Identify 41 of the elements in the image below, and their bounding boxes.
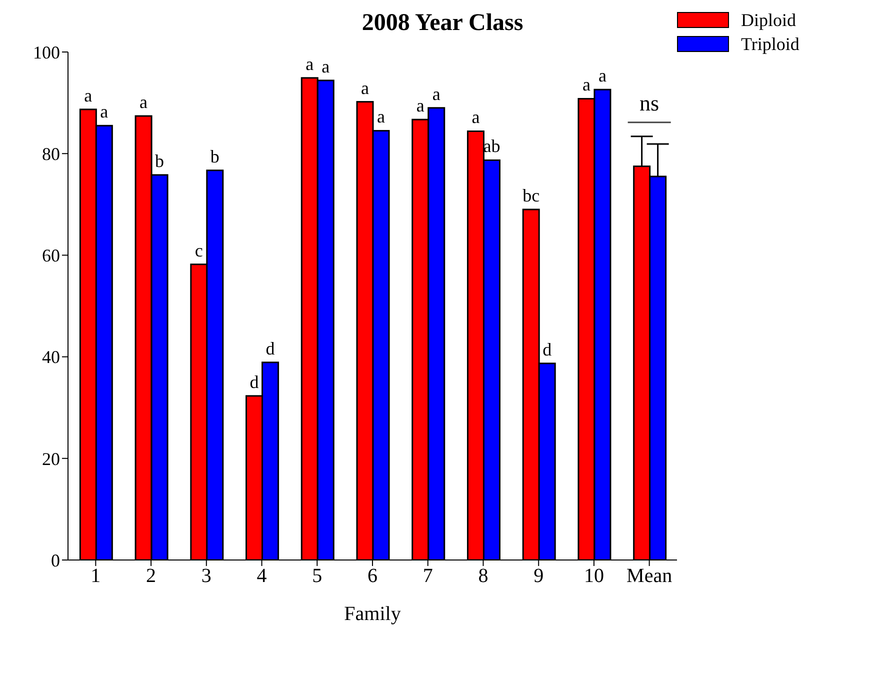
legend-label: Diploid [741, 10, 796, 30]
data-label: b [155, 150, 164, 171]
x-tick-label: 9 [534, 565, 544, 588]
data-label: a [598, 66, 606, 86]
y-tick-label: 20 [42, 448, 60, 469]
x-axis-title: Family [344, 603, 401, 625]
x-tick-label: Mean [626, 565, 672, 588]
data-label: bc [522, 185, 540, 206]
data-label: a [472, 107, 480, 128]
annotation: ns [640, 90, 660, 116]
y-tick-label: 100 [33, 42, 60, 62]
data-label: a [306, 54, 314, 74]
data-label: a [416, 96, 424, 116]
data-label: a [140, 92, 148, 112]
y-tick-label: 0 [51, 550, 60, 570]
data-label: a [582, 74, 590, 95]
x-tick-label: 2 [146, 565, 156, 588]
legend-label: Triploid [741, 34, 800, 54]
data-label: c [194, 240, 203, 260]
chart-title: 2008 Year Class [362, 10, 524, 36]
x-tick-label: 8 [478, 565, 488, 588]
data-label: b [210, 146, 220, 166]
x-tick-label: 1 [90, 565, 101, 588]
data-label: d [542, 339, 552, 360]
data-label: d [250, 372, 259, 392]
data-label: a [377, 106, 385, 127]
x-tick-label: 5 [312, 565, 322, 588]
data-label: a [432, 84, 440, 104]
data-label: a [361, 78, 369, 98]
y-tick-label: 60 [42, 246, 60, 266]
data-label: d [266, 338, 275, 358]
x-tick-label: 7 [422, 565, 433, 588]
data-label: a [322, 56, 330, 76]
x-tick-label: 10 [584, 565, 604, 588]
y-tick-label: 40 [42, 347, 60, 368]
y-tick-label: 80 [42, 144, 60, 164]
data-label: a [84, 85, 92, 106]
data-label: a [100, 102, 108, 122]
x-tick-label: 6 [368, 565, 378, 588]
x-tick-label: 4 [256, 565, 267, 588]
x-tick-label: 3 [201, 565, 212, 588]
